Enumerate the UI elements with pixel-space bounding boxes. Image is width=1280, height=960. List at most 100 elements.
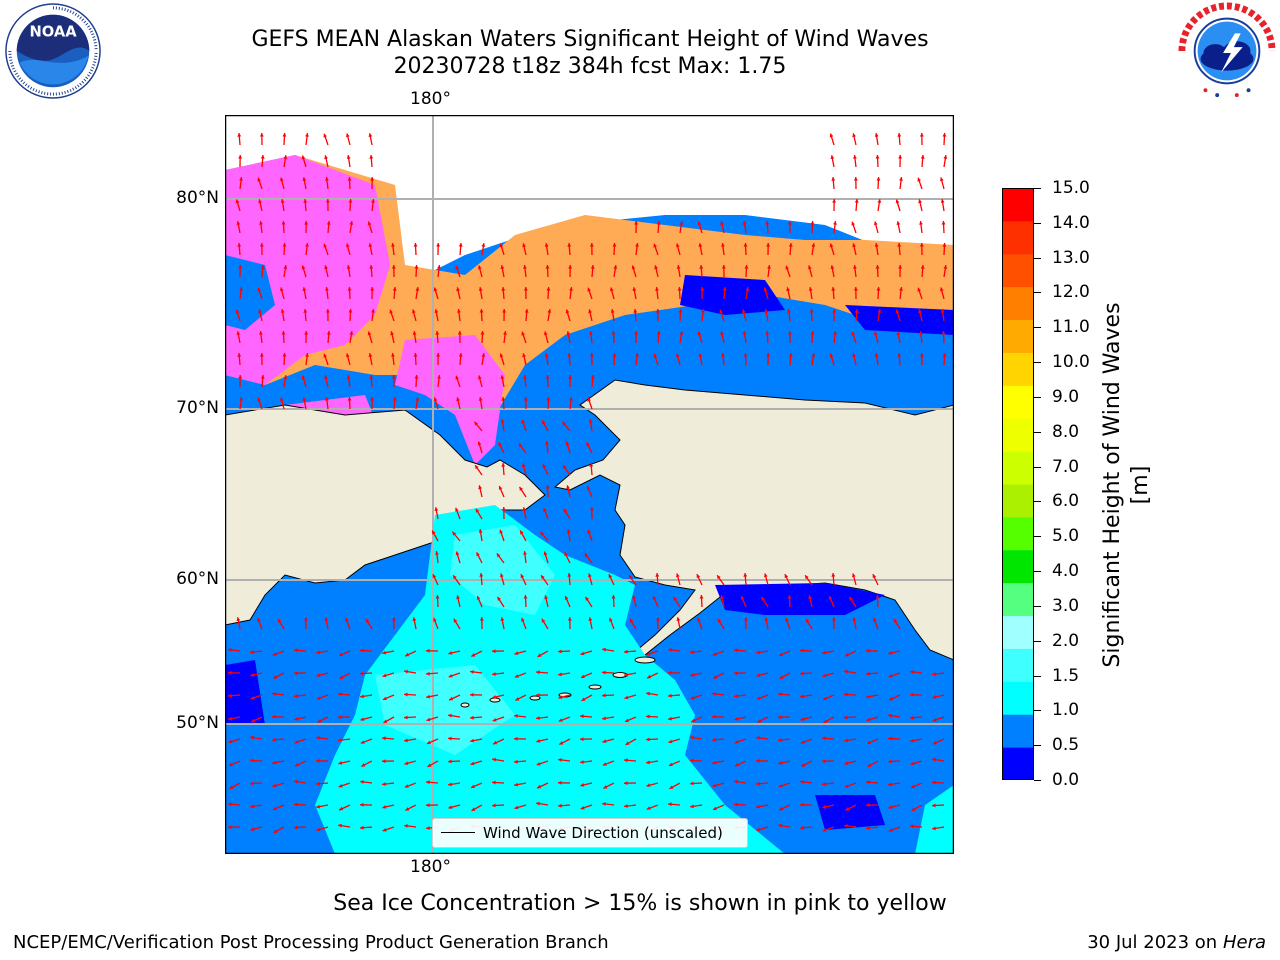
wave-direction-arrowhead: [877, 309, 882, 313]
legend-line-sample: [441, 832, 475, 833]
wave-direction-arrowhead: [668, 670, 672, 675]
wave-direction-arrowhead: [888, 828, 893, 832]
wave-direction-arrowhead: [778, 692, 782, 697]
wave-direction-arrowhead: [603, 785, 608, 789]
wave-direction-arrowhead: [712, 652, 717, 656]
wave-direction-arrowhead: [745, 287, 750, 291]
wave-direction-arrowhead: [635, 243, 639, 247]
wave-direction-arrowhead: [565, 309, 570, 314]
wave-direction-arrowhead: [822, 782, 826, 786]
wave-direction-arrowhead: [250, 696, 255, 700]
wave-direction-arrowhead: [568, 375, 573, 379]
wave-direction-arrowhead: [613, 265, 618, 269]
wave-direction-arrowhead: [536, 739, 541, 743]
wave-direction-arrowhead: [580, 806, 585, 810]
wave-direction-arrowhead: [251, 718, 256, 723]
wave-direction-arrowhead: [567, 353, 572, 357]
wave-direction-arrowhead: [919, 353, 924, 357]
wave-direction-arrowhead: [272, 652, 277, 656]
wave-direction-arrowhead: [338, 823, 342, 828]
wave-direction-arrowhead: [940, 177, 944, 182]
wave-direction-arrowhead: [323, 353, 327, 358]
wave-direction-arrowhead: [229, 762, 233, 767]
sea-ice-pink-west: [225, 155, 390, 385]
wave-direction-arrowhead: [889, 696, 894, 701]
wave-direction-arrowhead: [567, 617, 572, 621]
wave-direction-arrowhead: [427, 740, 431, 745]
wave-direction-arrowhead: [470, 761, 475, 766]
wave-direction-arrowhead: [734, 802, 738, 807]
wave-direction-arrowhead: [849, 596, 853, 601]
colorbar-tick-mark: [1034, 605, 1041, 607]
wave-direction-arrowhead: [523, 551, 527, 555]
wave-direction-arrowhead: [501, 397, 506, 401]
wave-direction-arrowhead: [301, 265, 306, 270]
wave-direction-arrowhead: [852, 243, 856, 248]
wave-direction-arrowhead: [514, 714, 518, 718]
wave-direction-arrowhead: [260, 155, 265, 159]
wave-direction-arrowhead: [895, 199, 900, 204]
wave-direction-arrowhead: [800, 780, 804, 784]
wave-direction-arrowhead: [558, 649, 562, 654]
wave-direction-arrowhead: [854, 309, 859, 313]
wave-direction-arrowhead: [940, 287, 944, 292]
wave-direction-arrowhead: [581, 697, 586, 701]
wave-direction-arrowhead: [498, 486, 503, 490]
wave-direction-arrowhead: [360, 825, 364, 830]
wave-direction-arrowhead: [610, 287, 614, 292]
wave-direction-arrowhead: [875, 265, 880, 269]
colorbar-tick-label: 15.0: [1052, 178, 1090, 198]
wave-direction-arrowhead: [325, 177, 329, 181]
wave-direction-arrowhead: [338, 692, 342, 697]
wave-direction-arrowhead: [788, 243, 793, 247]
wave-direction-arrowhead: [876, 287, 881, 291]
wave-direction-arrowhead: [280, 397, 284, 402]
wave-direction-arrowhead: [514, 759, 518, 764]
wave-direction-arrowhead: [426, 803, 430, 808]
wave-direction-arrowhead: [360, 671, 364, 676]
wave-direction-arrowhead: [545, 485, 550, 489]
wave-direction-arrowhead: [866, 694, 870, 699]
wave-direction-arrowhead: [822, 759, 826, 764]
colorbar-band: [1002, 582, 1034, 617]
wave-direction-arrowhead: [734, 694, 738, 698]
wave-direction-arrowhead: [877, 199, 882, 203]
wave-direction-arrowhead: [580, 783, 585, 787]
colorbar-tick-mark: [1034, 536, 1041, 538]
wave-direction-arrowhead: [370, 177, 375, 181]
wave-direction-arrowhead: [717, 618, 722, 623]
map-frame: [225, 115, 954, 854]
wave-direction-arrowhead: [479, 309, 484, 313]
lat-label-70: 70°N: [176, 398, 219, 418]
wave-direction-arrowhead: [712, 783, 717, 788]
colorbar-tick-label: 12.0: [1052, 282, 1090, 303]
wave-direction-arrowhead: [228, 670, 232, 675]
wave-direction-arrowhead: [875, 595, 880, 599]
wave-direction-arrowhead: [779, 675, 784, 679]
wave-direction-arrowhead: [785, 617, 789, 622]
wave-direction-arrowhead: [899, 177, 903, 181]
wave-direction-arrowhead: [536, 716, 540, 720]
wave-direction-arrowhead: [587, 287, 591, 292]
wave-direction-arrowhead: [294, 694, 298, 698]
colorbar-tick-label: 4.0: [1052, 561, 1080, 582]
wave-direction-arrowhead: [283, 375, 288, 379]
wave-direction-arrowhead: [589, 353, 594, 357]
wave-direction-arrowhead: [845, 652, 850, 657]
wave-direction-arrowhead: [646, 714, 650, 719]
wave-direction-arrowhead: [477, 441, 482, 446]
graticule: [225, 115, 954, 854]
wave-direction-arrowhead: [277, 618, 282, 623]
colorbar-band: [1002, 714, 1034, 748]
wave-direction-arrowhead: [448, 674, 453, 678]
wave-direction-arrowhead: [800, 740, 805, 744]
wave-direction-arrowhead: [699, 595, 704, 599]
wave-direction-arrowhead: [558, 780, 562, 785]
wave-direction-arrowhead: [872, 574, 877, 579]
wave-direction-arrowhead: [239, 287, 243, 291]
wave-direction-arrowhead: [547, 309, 552, 313]
wave-direction-arrowhead: [478, 287, 483, 291]
wave-direction-arrowhead: [272, 760, 276, 765]
wave-direction-arrowhead: [778, 823, 782, 828]
wave-direction-arrowhead: [898, 155, 903, 159]
